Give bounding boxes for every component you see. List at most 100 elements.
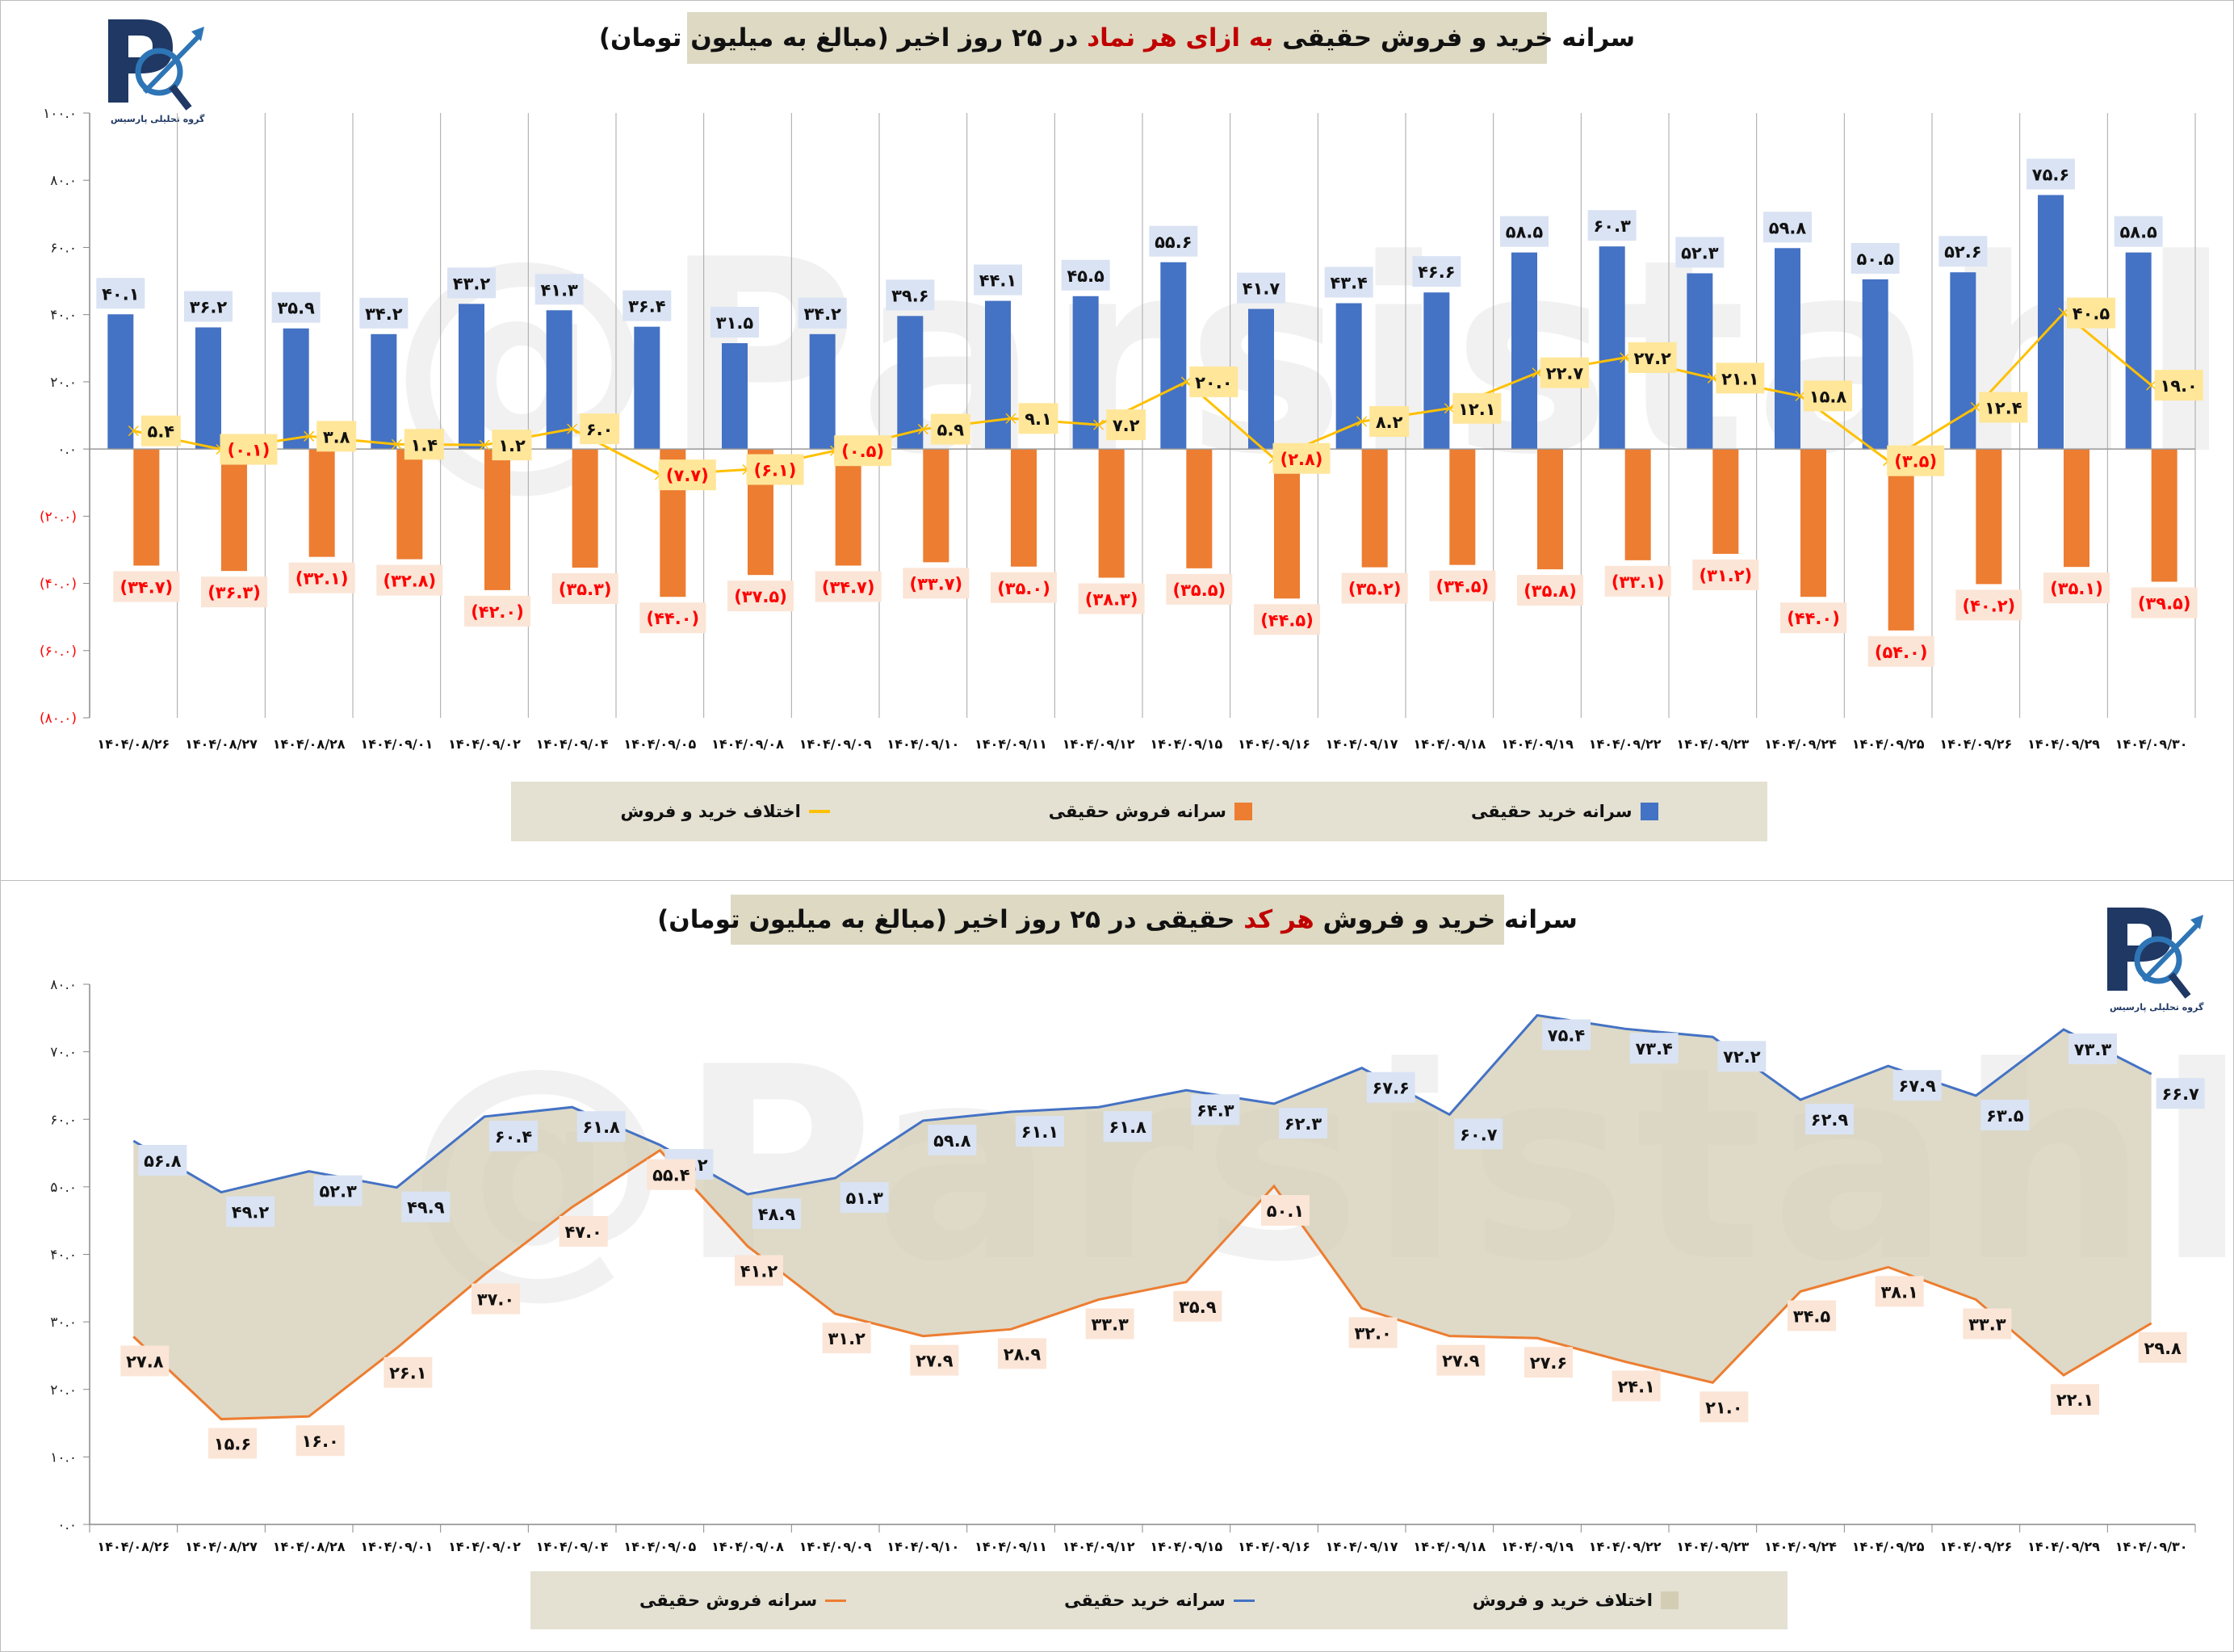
- buy-data-label: ۵۱.۳: [845, 1189, 883, 1208]
- sell-bar: [1449, 449, 1476, 565]
- diff-data-label-bg: [1018, 403, 1058, 434]
- buy-data-label-bg: [1542, 1019, 1591, 1050]
- x-tick-label: ۱۴۰۴/۰۹/۱۸: [1413, 1539, 1486, 1554]
- legend: سرانه خرید حقیقی سرانه فروش حقیقی اختلاف…: [511, 782, 1767, 841]
- sell-data-label: (۳۱.۲): [1700, 566, 1753, 585]
- sell-data-label: ۴۱.۲: [740, 1261, 778, 1281]
- sell-data-label: ۳۷.۰: [477, 1290, 514, 1310]
- x-tick-label: ۱۴۰۴/۰۹/۱۰: [886, 1539, 959, 1554]
- bar-chart: ۱۰۰.۰ ۸۰.۰ ۶۰.۰ ۴۰.۰ ۲۰.۰ ۰.۰ (۲۰.۰) (۴۰.۰) (۶۰.…: [40, 106, 2203, 752]
- diff-data-label-bg: [1804, 380, 1852, 412]
- buy-data-label-bg: [974, 264, 1022, 296]
- legend-label: سرانه فروش حقیقی: [639, 1591, 818, 1610]
- sell-data-label-bg: [735, 1255, 783, 1286]
- sell-data-label: (۴۲.۰): [471, 602, 524, 622]
- sell-bar: [308, 449, 335, 557]
- sell-bar: [923, 449, 949, 563]
- diff-data-label-bg: [492, 430, 532, 461]
- buy-data-label: ۶۲.۳: [1285, 1114, 1322, 1134]
- buy-data-label: ۴۵.۵: [1067, 266, 1104, 286]
- sell-data-label: (۴۴.۰): [1787, 609, 1840, 628]
- buy-data-label-bg: [447, 267, 496, 299]
- sell-data-label-bg: [1524, 1347, 1573, 1378]
- x-tick-label: ۱۴۰۴/۰۹/۲۹: [2027, 736, 2100, 752]
- buy-data-label: ۵۸.۵: [2119, 223, 2157, 242]
- buy-data-label: ۵۵.۶: [1155, 233, 1192, 252]
- diff-data-label-bg: [1540, 357, 1589, 388]
- legend-item-buy: سرانه خرید حقیقی: [1471, 802, 1658, 821]
- buy-data-label-bg: [1980, 1099, 2030, 1130]
- x-tick-label: ۱۴۰۴/۰۹/۰۵: [623, 736, 696, 752]
- sell-data-label-bg: [1254, 604, 1320, 635]
- x-tick-label: ۱۴۰۴/۰۹/۰۸: [711, 1539, 784, 1554]
- x-tick-label: ۱۴۰۴/۰۹/۲۴: [1764, 736, 1837, 752]
- legend-label: اختلاف خرید و فروش: [620, 802, 801, 821]
- diff-data-label-bg: [1369, 405, 1410, 437]
- title-part: سرانه خرید و فروش حقیقی: [1282, 23, 1636, 52]
- title-highlight: به ازای هر نماد: [1087, 23, 1274, 52]
- x-tick-label: ۱۴۰۴/۰۹/۲۹: [2027, 1539, 2100, 1554]
- buy-bar: [283, 328, 309, 450]
- legend-label: سرانه خرید حقیقی: [1064, 1591, 1226, 1610]
- buy-data-label: ۶۲.۹: [1811, 1110, 1849, 1130]
- buy-bar: [1160, 262, 1187, 450]
- sell-data-label-bg: [910, 1344, 959, 1376]
- buy-data-label: ۴۶.۶: [1418, 262, 1455, 282]
- sell-bar: [1800, 449, 1826, 597]
- diff-data-label: ۸.۲: [1376, 413, 1403, 432]
- sell-data-label: (۳۶.۳): [207, 583, 261, 602]
- buy-data-label-bg: [1366, 1071, 1415, 1103]
- logo-icon: [2107, 908, 2203, 999]
- y-tick-label: ۴۰.۰: [50, 1247, 77, 1264]
- x-tick-label: ۱۴۰۴/۰۸/۲۸: [273, 1539, 346, 1554]
- y-tick-label: ۰.۰: [57, 442, 77, 458]
- sell-data-label-bg: [1429, 570, 1496, 602]
- buy-data-label: ۵۲.۳: [1681, 243, 1719, 262]
- buy-data-label-bg: [271, 291, 321, 323]
- sell-data-label-bg: [2051, 1384, 2099, 1415]
- sell-data-label: (۳۴.۵): [1436, 577, 1490, 597]
- sell-data-label-bg: [1963, 1308, 2012, 1340]
- diff-data-label-bg: [1716, 363, 1765, 394]
- sell-data-label: ۴۷.۰: [564, 1222, 601, 1242]
- diff-data-label: ۴۰.۵: [2073, 304, 2110, 324]
- sell-data-label-bg: [1341, 572, 1408, 604]
- buy-line: [132, 1013, 2152, 1196]
- diff-data-label-bg: [1106, 409, 1146, 441]
- sell-bar: [1624, 449, 1651, 560]
- buy-data-label-bg: [1412, 256, 1461, 287]
- sell-data-label-bg: [991, 572, 1057, 603]
- sell-data-label-bg: [1173, 1290, 1222, 1322]
- buy-data-label: ۶۰.۳: [1593, 216, 1631, 236]
- sell-bar: [1888, 449, 1914, 631]
- sell-data-label: (۳۵.۸): [1524, 581, 1577, 601]
- x-tick-label: ۱۴۰۴/۰۹/۰۲: [448, 1539, 521, 1554]
- sell-bar: [1186, 449, 1213, 568]
- buy-data-label-bg: [1805, 1103, 1854, 1134]
- buy-data-label-bg: [752, 1198, 801, 1230]
- buy-data-label-bg: [928, 1124, 977, 1155]
- buy-data-label-bg: [1191, 1094, 1240, 1126]
- sell-bar: [1361, 449, 1388, 568]
- sell-data-label-bg: [1700, 1391, 1749, 1423]
- diff-data-label: ۵.۴: [148, 422, 175, 442]
- sell-data-label-bg: [1612, 1370, 1661, 1402]
- sell-bar: [1011, 449, 1037, 567]
- diff-data-label-bg: [746, 454, 804, 485]
- diff-point: [1444, 403, 1455, 414]
- diff-point: [1093, 419, 1104, 430]
- sell-data-label-bg: [822, 1323, 871, 1354]
- diff-data-label: ۵.۹: [937, 421, 965, 440]
- buy-data-label-bg: [534, 274, 584, 305]
- sell-data-label-bg: [1867, 635, 1934, 667]
- buy-data-label: ۶۴.۳: [1197, 1101, 1234, 1120]
- sell-data-label-bg: [384, 1356, 433, 1388]
- x-tick-label: ۱۴۰۴/۰۹/۰۵: [623, 1539, 696, 1554]
- diff-point: [1005, 413, 1016, 424]
- diff-data-label-bg: [580, 413, 620, 445]
- sell-data-label-bg: [376, 564, 443, 596]
- buy-data-label: ۳۹.۶: [891, 286, 928, 305]
- legend-swatch-sell: [1234, 803, 1252, 820]
- diff-data-label: (۷.۷): [666, 466, 709, 485]
- buy-data-label: ۳۶.۴: [628, 297, 666, 317]
